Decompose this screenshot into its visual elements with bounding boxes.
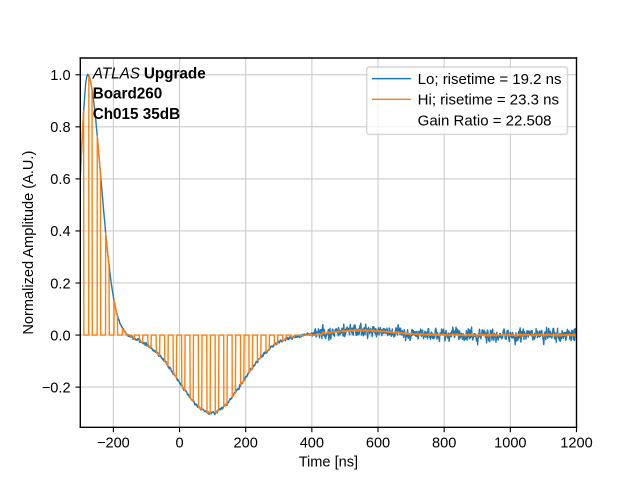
svg-text:0.6: 0.6 <box>50 172 70 188</box>
svg-text:−0.2: −0.2 <box>42 380 71 396</box>
svg-text:1000: 1000 <box>494 436 526 452</box>
svg-text:−200: −200 <box>97 436 130 452</box>
svg-text:Lo; risetime = 19.2 ns: Lo; risetime = 19.2 ns <box>418 71 562 88</box>
svg-text:0.2: 0.2 <box>50 276 70 292</box>
svg-text:0: 0 <box>175 436 183 452</box>
svg-text:Upgrade: Upgrade <box>144 65 206 82</box>
svg-text:0.0: 0.0 <box>50 328 70 344</box>
svg-text:400: 400 <box>300 436 324 452</box>
svg-text:Gain Ratio = 22.508: Gain Ratio = 22.508 <box>418 112 552 129</box>
svg-text:800: 800 <box>432 436 456 452</box>
svg-text:ATLAS: ATLAS <box>92 65 141 82</box>
svg-text:Board260: Board260 <box>93 86 163 103</box>
svg-text:600: 600 <box>366 436 390 452</box>
svg-text:200: 200 <box>234 436 258 452</box>
svg-text:1.0: 1.0 <box>50 68 70 84</box>
svg-text:Time [ns]: Time [ns] <box>299 455 358 471</box>
svg-text:0.4: 0.4 <box>50 224 70 240</box>
svg-text:Ch015 35dB: Ch015 35dB <box>93 106 180 123</box>
svg-text:Normalized Amplitude (A.U.): Normalized Amplitude (A.U.) <box>21 151 37 335</box>
svg-text:Hi; risetime = 23.3 ns: Hi; risetime = 23.3 ns <box>418 92 559 109</box>
svg-text:1200: 1200 <box>560 436 592 452</box>
svg-text:0.8: 0.8 <box>50 120 70 136</box>
